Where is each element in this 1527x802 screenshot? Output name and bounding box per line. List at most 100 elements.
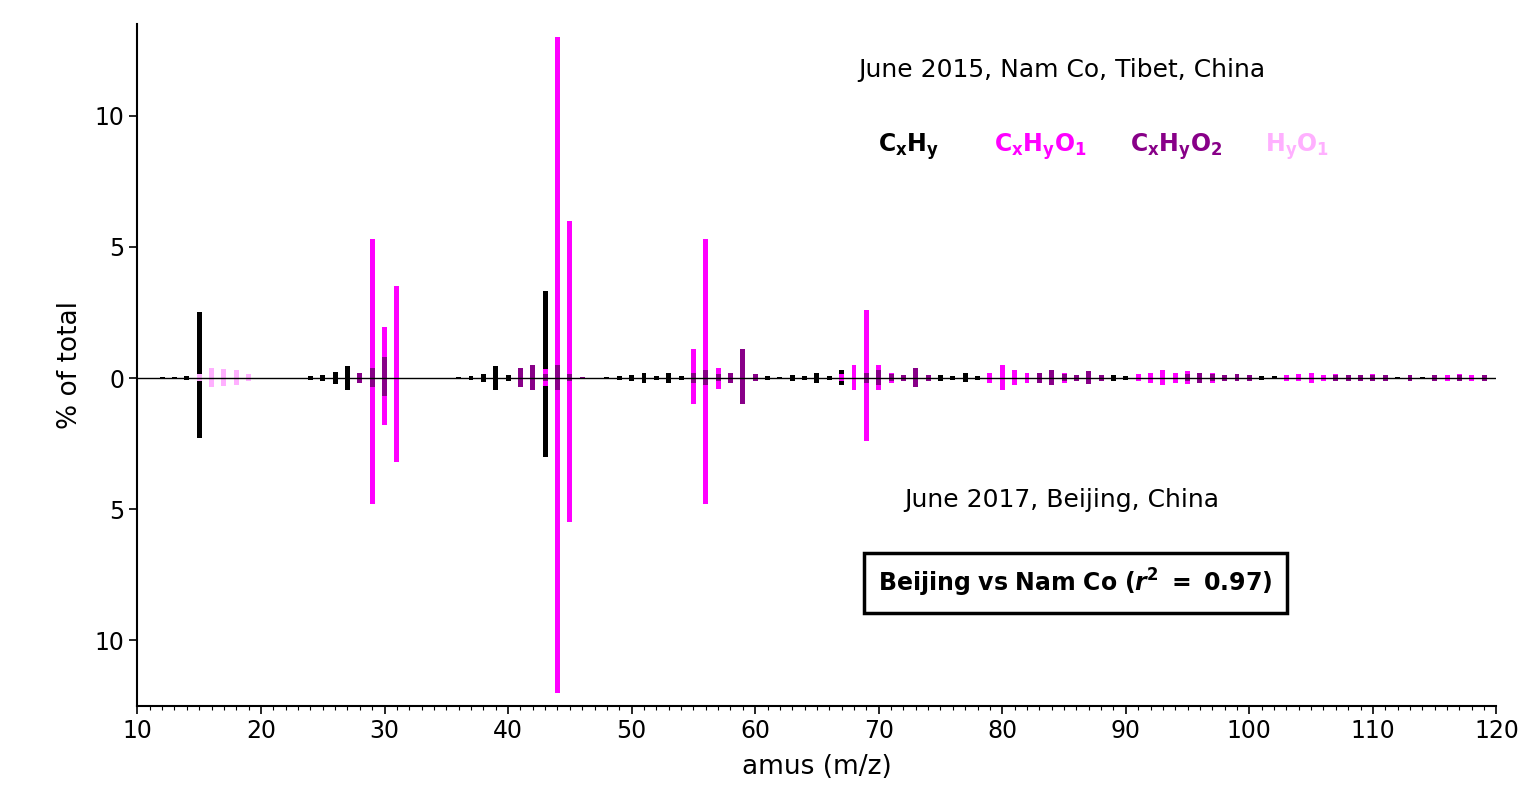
- Bar: [1296, 374, 1301, 378]
- Bar: [357, 378, 362, 383]
- Bar: [1333, 378, 1338, 381]
- Bar: [197, 378, 202, 439]
- Bar: [802, 378, 808, 379]
- Bar: [1260, 376, 1264, 378]
- Bar: [938, 378, 944, 381]
- Bar: [1457, 378, 1461, 381]
- Bar: [1209, 376, 1215, 378]
- Bar: [1124, 378, 1128, 379]
- Bar: [629, 375, 634, 378]
- Bar: [457, 378, 461, 379]
- Bar: [173, 377, 177, 378]
- Bar: [802, 376, 808, 378]
- Bar: [1481, 378, 1487, 381]
- Bar: [789, 378, 794, 381]
- Bar: [542, 374, 548, 378]
- Bar: [777, 378, 782, 379]
- Bar: [345, 367, 350, 378]
- Bar: [1284, 378, 1289, 379]
- Bar: [1222, 378, 1228, 379]
- Bar: [542, 378, 548, 456]
- Bar: [357, 378, 362, 383]
- Bar: [654, 376, 658, 378]
- Bar: [1234, 378, 1240, 381]
- Bar: [1481, 377, 1487, 378]
- Bar: [1161, 378, 1165, 385]
- Bar: [209, 375, 214, 378]
- Bar: [1309, 373, 1313, 378]
- Bar: [988, 378, 993, 383]
- Bar: [1358, 376, 1364, 378]
- Bar: [1370, 377, 1376, 378]
- Bar: [1222, 375, 1228, 378]
- Bar: [321, 375, 325, 378]
- Text: $\bf{C_xH_y}$: $\bf{C_xH_y}$: [878, 132, 939, 162]
- Bar: [1383, 378, 1388, 379]
- Bar: [308, 378, 313, 379]
- Bar: [889, 374, 893, 378]
- Bar: [1112, 375, 1116, 378]
- Bar: [1272, 376, 1277, 378]
- Bar: [1345, 375, 1351, 378]
- Bar: [221, 375, 226, 378]
- Bar: [1457, 376, 1461, 378]
- Bar: [1370, 374, 1376, 378]
- Bar: [1086, 378, 1092, 384]
- Bar: [1457, 378, 1461, 379]
- Bar: [840, 371, 844, 378]
- Bar: [1408, 376, 1412, 378]
- Bar: [505, 378, 510, 381]
- Bar: [554, 378, 560, 693]
- Bar: [1148, 378, 1153, 379]
- Bar: [1358, 375, 1364, 378]
- Bar: [308, 376, 313, 378]
- Bar: [1383, 375, 1388, 378]
- Bar: [1197, 378, 1202, 383]
- Bar: [753, 378, 757, 379]
- Bar: [988, 373, 993, 378]
- Bar: [690, 378, 696, 404]
- Bar: [554, 37, 560, 378]
- Bar: [1309, 376, 1313, 378]
- Bar: [246, 378, 250, 381]
- Bar: [221, 378, 226, 386]
- Bar: [826, 378, 832, 380]
- Bar: [1025, 378, 1029, 383]
- Bar: [185, 378, 189, 380]
- Bar: [852, 378, 857, 380]
- Bar: [1296, 378, 1301, 379]
- Bar: [716, 378, 721, 381]
- Bar: [554, 375, 560, 378]
- Bar: [1234, 376, 1240, 378]
- Bar: [1185, 378, 1190, 384]
- Bar: [976, 376, 980, 378]
- Bar: [876, 378, 881, 386]
- Text: June 2017, Beijing, China: June 2017, Beijing, China: [904, 488, 1219, 512]
- Bar: [1358, 378, 1364, 379]
- Bar: [1049, 378, 1054, 381]
- Bar: [197, 378, 202, 381]
- Bar: [1061, 378, 1066, 379]
- Bar: [1136, 378, 1141, 381]
- Bar: [690, 378, 696, 383]
- Bar: [1012, 373, 1017, 378]
- Bar: [1098, 378, 1104, 381]
- Bar: [1061, 373, 1066, 378]
- Bar: [1234, 374, 1240, 378]
- Bar: [370, 378, 374, 387]
- Bar: [530, 378, 536, 390]
- Bar: [1481, 378, 1487, 379]
- Bar: [864, 378, 869, 441]
- Bar: [469, 378, 473, 380]
- Bar: [1248, 378, 1252, 381]
- Bar: [1445, 378, 1449, 381]
- Bar: [345, 378, 350, 390]
- Bar: [1037, 373, 1041, 378]
- Bar: [1396, 378, 1400, 379]
- Bar: [1260, 378, 1264, 379]
- Bar: [988, 373, 993, 378]
- Bar: [605, 377, 609, 378]
- Bar: [1284, 375, 1289, 378]
- Bar: [382, 357, 386, 378]
- Bar: [1383, 378, 1388, 381]
